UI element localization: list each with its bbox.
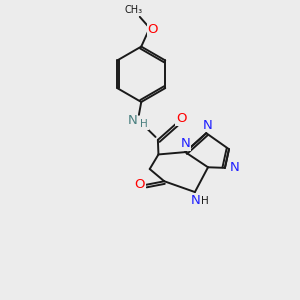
Text: O: O	[148, 22, 158, 36]
Text: H: H	[201, 196, 209, 206]
Text: O: O	[134, 178, 145, 191]
Text: N: N	[191, 194, 201, 207]
Text: O: O	[176, 112, 186, 125]
Text: N: N	[180, 137, 190, 151]
Text: N: N	[202, 118, 212, 131]
Text: H: H	[140, 119, 148, 129]
Text: N: N	[128, 113, 137, 127]
Text: N: N	[230, 161, 239, 174]
Text: CH₃: CH₃	[125, 5, 143, 15]
